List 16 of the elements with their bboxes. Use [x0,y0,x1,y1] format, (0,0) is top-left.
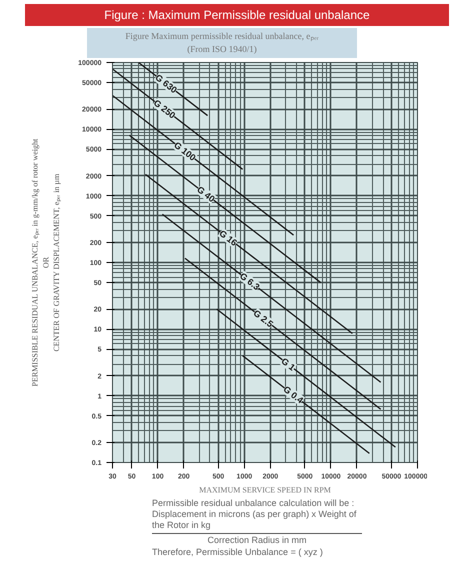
text: G 40 [195,184,217,204]
text: G 2.5 [251,308,276,330]
text: G 16 [217,228,239,248]
text: G 630 [153,72,179,96]
chart-title: Figure : Maximum Permissible residual unbalance [104,7,370,24]
y-axis-title: PERMISSIBLE RESIDUAL UNBALANCE, eₚₑᵣ in g-mm/kg of rotor weight OR CENTER OF GRAVITY DISPLACEMENT, eₚₑᵣ in µm [30,138,62,386]
text: Permissible residual unbalance calculation will be : Displacement in microns (as per graph) x Weight of the Rotor in kg [152,498,362,531]
text: G 1 [279,356,297,373]
text: G 100 [172,140,198,163]
text: G 6.3 [238,270,262,292]
x-axis-title: MAXIMUM SERVICE SPEED IN RPM [199,486,331,494]
chart-subtitle: Figure Maximum permissible residual unbalance, eₚₑᵣ (From ISO 1940/1) [125,30,319,56]
text: G 0.4 [282,384,306,406]
text: Therefore, Permissible Unbalance = ( xyz ) [152,547,323,558]
text: Correction Radius in mm [207,535,307,546]
text: G 250 [152,98,178,121]
